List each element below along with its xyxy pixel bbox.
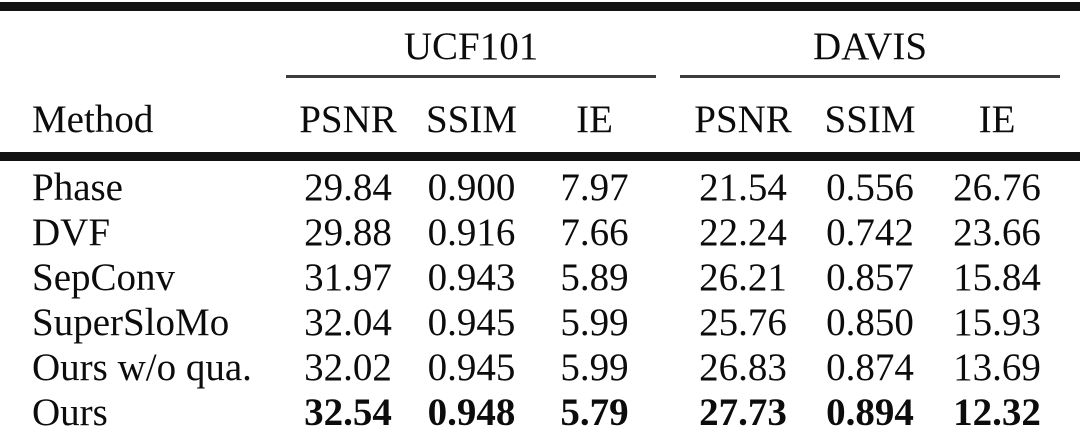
- metric-cell: 0.945: [427, 346, 516, 389]
- group-gap: [656, 11, 681, 161]
- right-pad-cell: [1060, 390, 1080, 429]
- table-row: SuperSloMo 32.04 0.945 5.99 25.76 0.850 …: [0, 300, 1080, 345]
- metric-cell: 23.66: [953, 211, 1041, 254]
- table-row: DVF 29.88 0.916 7.66 22.24 0.742 23.66: [0, 210, 1080, 255]
- group-gap-cell: [656, 157, 680, 211]
- metric-cell: 0.916: [427, 211, 516, 254]
- metric-cell: 32.02: [304, 346, 392, 389]
- method-cell: SuperSloMo: [32, 301, 230, 344]
- method-column-header: Method: [0, 11, 286, 161]
- group-gap-cell: [656, 345, 680, 390]
- metric-cell: 5.89: [560, 256, 629, 299]
- table-row: Ours w/o qua. 32.02 0.945 5.99 26.83 0.8…: [0, 345, 1080, 390]
- col-header-davis-psnr: PSNR: [680, 76, 807, 161]
- metric-cell: 26.83: [699, 346, 787, 389]
- metric-cell: 0.857: [826, 256, 914, 299]
- metric-cell: 5.99: [560, 346, 629, 389]
- metric-cell: 21.54: [699, 166, 787, 209]
- right-pad-cell: [1060, 210, 1080, 255]
- group-gap-cell: [656, 390, 680, 429]
- table-row: SepConv 31.97 0.943 5.89 26.21 0.857 15.…: [0, 255, 1080, 300]
- col-header-davis-ie: IE: [934, 76, 1061, 161]
- col-header-ucf101-psnr: PSNR: [286, 76, 410, 161]
- metric-cell: 25.76: [699, 301, 787, 344]
- metric-cell: 0.900: [427, 166, 516, 209]
- method-cell: DVF: [32, 211, 111, 254]
- metric-cell: 13.69: [953, 346, 1041, 389]
- metric-cell: 15.84: [953, 256, 1041, 299]
- metric-cell: 29.88: [304, 211, 392, 254]
- metric-cell: 7.66: [560, 211, 629, 254]
- right-pad: [1060, 11, 1080, 161]
- right-pad-cell: [1060, 255, 1080, 300]
- metric-cell: 32.04: [304, 301, 392, 344]
- metric-cell: 31.97: [304, 256, 392, 299]
- metric-cell: 0.943: [427, 256, 516, 299]
- col-header-ucf101-ssim: SSIM: [410, 76, 533, 161]
- top-rule: [0, 2, 1080, 11]
- metric-cell: 22.24: [699, 211, 787, 254]
- metric-cell: 7.97: [560, 166, 629, 209]
- group-header-davis: DAVIS: [680, 11, 1061, 78]
- metric-cell: 0.945: [427, 301, 516, 344]
- metric-cell: 0.948: [427, 391, 516, 429]
- right-pad-cell: [1060, 300, 1080, 345]
- col-header-davis-ssim: SSIM: [806, 76, 935, 161]
- col-header-ucf101-ie: IE: [533, 76, 657, 161]
- metric-cell: 32.54: [304, 391, 392, 429]
- group-header-ucf101: UCF101: [286, 11, 657, 78]
- metric-cell: 26.21: [699, 256, 787, 299]
- method-cell: SepConv: [32, 256, 176, 299]
- metric-cell: 27.73: [699, 391, 787, 429]
- right-pad-cell: [1060, 345, 1080, 390]
- metric-cell: 0.874: [826, 346, 914, 389]
- metric-cell: 0.894: [826, 391, 914, 429]
- metric-cell: 0.556: [826, 166, 914, 209]
- method-cell: Ours w/o qua.: [32, 346, 252, 389]
- metric-cell: 0.850: [826, 301, 914, 344]
- metric-cell: 0.742: [826, 211, 914, 254]
- group-gap-cell: [656, 255, 680, 300]
- table-row: Ours 32.54 0.948 5.79 27.73 0.894 12.32: [0, 390, 1080, 429]
- right-pad-cell: [1060, 157, 1080, 211]
- metric-cell: 5.79: [560, 391, 629, 429]
- metric-cell: 29.84: [304, 166, 392, 209]
- table-row: Phase 29.84 0.900 7.97 21.54 0.556 26.76: [0, 157, 1080, 211]
- group-gap-cell: [656, 300, 680, 345]
- group-gap-cell: [656, 210, 680, 255]
- results-table: Method UCF101 DAVIS PSNR SSIM IE PSNR SS…: [0, 11, 1080, 429]
- metric-cell: 15.93: [953, 301, 1041, 344]
- metric-header-row: PSNR SSIM IE PSNR SSIM IE: [0, 76, 1080, 161]
- method-cell: Ours: [32, 391, 108, 429]
- method-cell: Phase: [32, 166, 123, 209]
- metric-cell: 12.32: [953, 391, 1041, 429]
- metric-cell: 5.99: [560, 301, 629, 344]
- group-header-row: Method UCF101 DAVIS: [0, 11, 1080, 161]
- metric-cell: 26.76: [953, 166, 1041, 209]
